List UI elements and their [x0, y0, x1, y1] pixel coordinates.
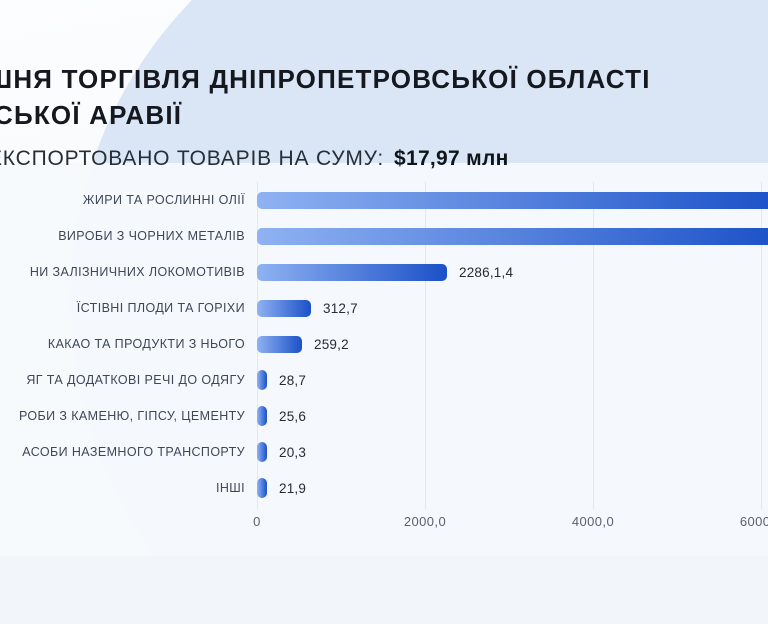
x-axis-tick: 2000,0 [403, 514, 447, 529]
value-label: 25,6 [279, 408, 307, 424]
export-summary-value: $17,97 млн [393, 147, 509, 170]
gridline [593, 182, 594, 510]
page-title-line2: СЬКОЇ АРАВІЇ [0, 100, 183, 131]
value-label: 2286,1,4 [459, 264, 514, 280]
value-label: 21,9 [279, 480, 307, 496]
bar [257, 370, 267, 390]
bar [257, 191, 768, 209]
category-label: НИ ЗАЛІЗНИЧНИХ ЛОКОМОТИВІВ [29, 265, 245, 279]
chart-row: ЖИРИ ТА РОСЛИННІ ОЛІЇ [0, 182, 768, 218]
chart-row: АСОБИ НАЗЕМНОГО ТРАНСПОРТУ 20,3 [0, 434, 768, 470]
value-label: 312,7 [323, 300, 358, 316]
bar [257, 442, 267, 462]
chart-row: ЇСТІВНІ ПЛОДИ ТА ГОРІХИ 312,7 [0, 290, 768, 326]
chart-row: ЯГ ТА ДОДАТКОВІ РЕЧІ ДО ОДЯГУ 28,7 [0, 362, 768, 398]
chart-row: ІНШІ 21,9 [0, 470, 768, 506]
category-label: РОБИ З КАМЕНЮ, ГІПСУ, ЦЕМЕНТУ [18, 409, 245, 423]
bar [257, 335, 302, 353]
chart-row: РОБИ З КАМЕНЮ, ГІПСУ, ЦЕМЕНТУ 25,6 [0, 398, 768, 434]
chart-row: КАКАО ТА ПРОДУКТИ З НЬОГО 259,2 [0, 326, 768, 362]
chart-rows: ЖИРИ ТА РОСЛИННІ ОЛІЇ ВИРОБИ З ЧОРНИХ МЕТ… [0, 182, 768, 506]
category-label: ЇСТІВНІ ПЛОДИ ТА ГОРІХИ [76, 301, 245, 315]
category-label: ЯГ ТА ДОДАТКОВІ РЕЧІ ДО ОДЯГУ [26, 373, 245, 387]
x-axis-tick: 4000,0 [571, 514, 615, 529]
value-label: 259,2 [314, 336, 349, 352]
category-label: ВИРОБИ З ЧОРНИХ МЕТАЛІВ [58, 229, 245, 243]
export-summary-label: ЕКСПОРТОВАНО ТОВАРІВ НА СУМУ: [0, 147, 384, 170]
value-label: 20,3 [279, 444, 307, 460]
chart-row: ВИРОБИ З ЧОРНИХ МЕТАЛІВ [0, 218, 768, 254]
bar [257, 263, 447, 281]
page-title: ШНЯ ТОРГІВЛЯ ДНІПРОПЕТРОВСЬКОЇ ОБЛАСТІ С… [0, 61, 768, 133]
category-label: АСОБИ НАЗЕМНОГО ТРАНСПОРТУ [22, 445, 245, 459]
x-axis: 0 2000,0 4000,0 6000,0 [0, 514, 768, 534]
x-axis-tick: 6000,0 [739, 514, 768, 529]
background-bottom-strip [0, 556, 768, 624]
category-label: ІНШІ [215, 481, 245, 495]
gridline [425, 182, 426, 510]
gridline [761, 182, 762, 510]
export-summary: ЕКСПОРТОВАНО ТОВАРІВ НА СУМУ: $17,97 млн [0, 147, 768, 171]
bar [257, 299, 311, 317]
category-label: КАКАО ТА ПРОДУКТИ З НЬОГО [47, 337, 245, 351]
chart-row: НИ ЗАЛІЗНИЧНИХ ЛОКОМОТИВІВ 2286,1,4 [0, 254, 768, 290]
bar [257, 478, 267, 498]
value-label: 28,7 [279, 372, 307, 388]
bar [257, 406, 267, 426]
page-title-line1: ШНЯ ТОРГІВЛЯ ДНІПРОПЕТРОВСЬКОЇ ОБЛАСТІ [0, 64, 651, 95]
x-axis-tick: 0 [253, 514, 261, 529]
bar [257, 227, 768, 245]
category-label: ЖИРИ ТА РОСЛИННІ ОЛІЇ [82, 193, 245, 207]
